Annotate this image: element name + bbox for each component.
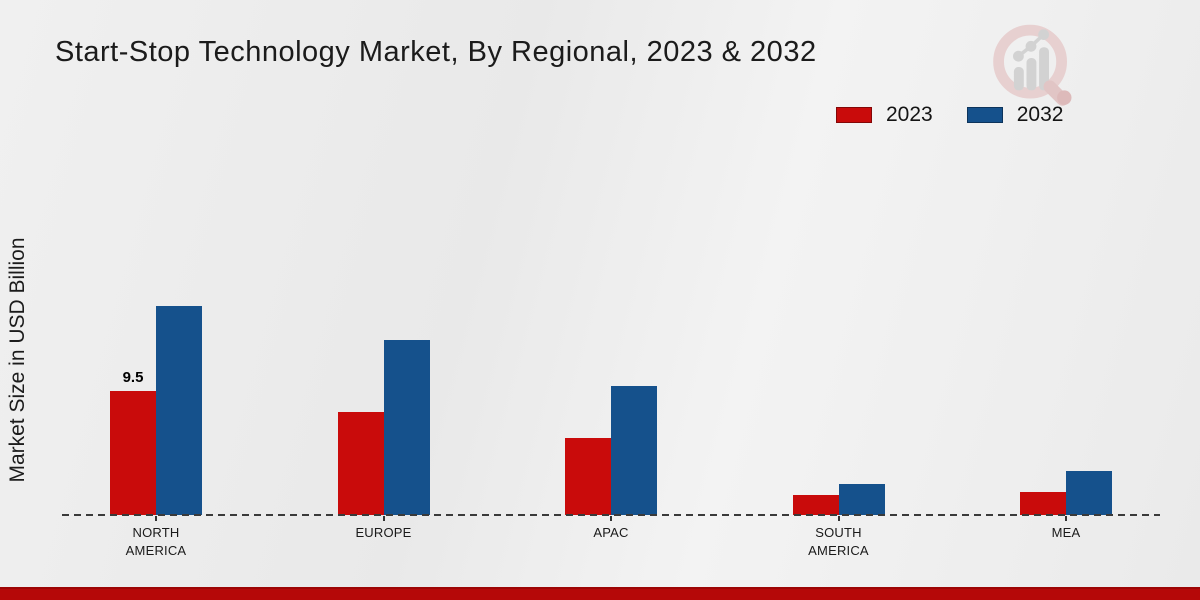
x-axis-tick: [837, 516, 840, 521]
footer-red-band: [0, 587, 1200, 600]
bar-2032-south-america: [838, 484, 885, 515]
y-axis-label: Market Size in USD Billion: [6, 237, 29, 483]
bar-2032-apac: [611, 386, 657, 515]
bar-2032-europe: [383, 340, 430, 515]
category-label-south-america: SOUTH AMERICA: [808, 525, 869, 558]
legend-swatch-2023: [836, 107, 872, 123]
legend-label: 2023: [886, 103, 933, 126]
bar-2023-mea: [1020, 492, 1066, 515]
x-axis-tick: [1065, 516, 1067, 521]
category-label-apac: APAC: [593, 525, 629, 540]
bar-2032-north-america: [156, 306, 202, 515]
legend-label: 2032: [1016, 103, 1064, 126]
bar-2023-north-america: [110, 391, 156, 515]
legend-swatch-2032: [966, 107, 1003, 123]
x-axis-tick: [610, 516, 612, 521]
legend: 2023 2032: [836, 103, 1063, 127]
legend-item-2023: 2023: [836, 103, 933, 127]
bar-2023-south-america: [792, 495, 839, 515]
category-label-mea: MEA: [1051, 525, 1081, 540]
chart-title: Start-Stop Technology Market, By Regiona…: [55, 36, 817, 68]
x-axis-tick: [382, 516, 385, 521]
data-label-2023-north-america: 9.5: [122, 369, 144, 386]
category-label-europe: EUROPE: [355, 525, 412, 540]
x-axis-tick: [155, 516, 157, 521]
market-research-logo-icon: [993, 24, 1072, 106]
bar-2023-apac: [565, 438, 611, 515]
bar-2023-europe: [337, 412, 384, 515]
zero-baseline-dashed: [62, 514, 1160, 516]
legend-item-2032: 2032: [966, 103, 1064, 127]
category-label-north-america: NORTH AMERICA: [125, 525, 187, 558]
bar-2032-mea: [1066, 471, 1112, 515]
